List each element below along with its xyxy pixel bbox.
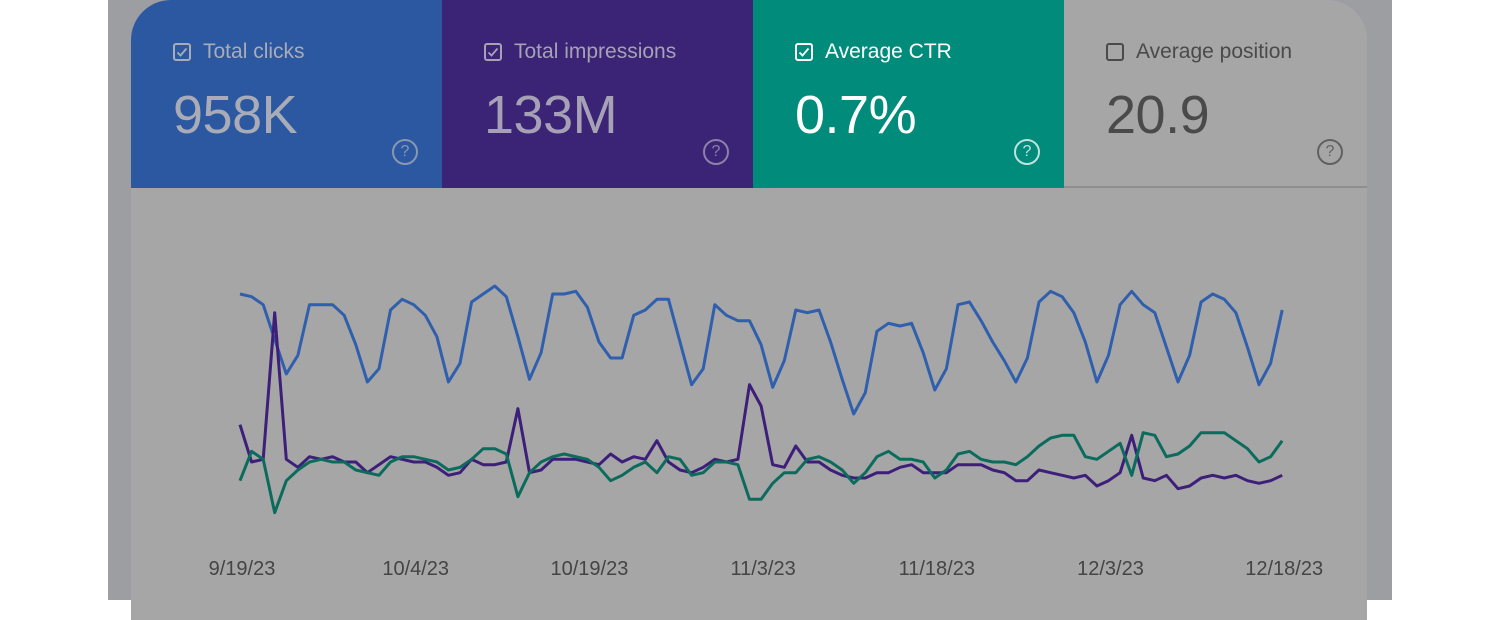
metric-label: Total clicks — [203, 40, 305, 63]
series-line-clicks — [239, 284, 1284, 416]
series-line-ctr — [238, 431, 1284, 515]
series-line-impressions — [238, 311, 1283, 491]
metric-total-clicks[interactable]: Total clicks 958K ? — [131, 0, 442, 188]
checkbox-checked-icon[interactable] — [795, 43, 813, 61]
x-tick-label: 12/18/23 — [1245, 558, 1324, 580]
metric-value: 0.7% — [795, 85, 917, 145]
x-tick-label: 12/3/23 — [1077, 558, 1144, 580]
help-circle-icon[interactable]: ? — [1014, 139, 1040, 165]
metric-label: Total impressions — [514, 40, 677, 63]
x-tick-label: 11/18/23 — [898, 558, 975, 580]
x-tick-label: 10/19/23 — [550, 558, 629, 580]
metric-value: 133M — [484, 85, 618, 145]
metric-average-position[interactable]: Average position 20.9 ? — [1064, 0, 1367, 188]
performance-card: Total clicks 958K ? Total impressions 13… — [131, 0, 1367, 620]
help-circle-icon[interactable]: ? — [392, 139, 418, 165]
metric-average-ctr[interactable]: Average CTR 0.7% ? — [753, 0, 1064, 188]
x-tick-label: 9/19/23 — [208, 558, 276, 580]
metric-value: 958K — [173, 85, 298, 145]
help-circle-icon[interactable]: ? — [703, 139, 729, 165]
checkbox-checked-icon[interactable] — [484, 43, 502, 61]
checkbox-unchecked-icon[interactable] — [1106, 43, 1124, 61]
checkbox-checked-icon[interactable] — [173, 43, 191, 61]
performance-line-chart — [238, 284, 1284, 515]
help-circle-icon[interactable]: ? — [1317, 139, 1343, 165]
metric-label: Average position — [1136, 40, 1293, 63]
metric-label: Average CTR — [825, 40, 952, 63]
metric-value: 20.9 — [1106, 85, 1210, 145]
x-tick-label: 10/4/23 — [382, 558, 450, 580]
x-tick-label: 11/3/23 — [730, 558, 796, 580]
metric-total-impressions[interactable]: Total impressions 133M ? — [442, 0, 753, 188]
